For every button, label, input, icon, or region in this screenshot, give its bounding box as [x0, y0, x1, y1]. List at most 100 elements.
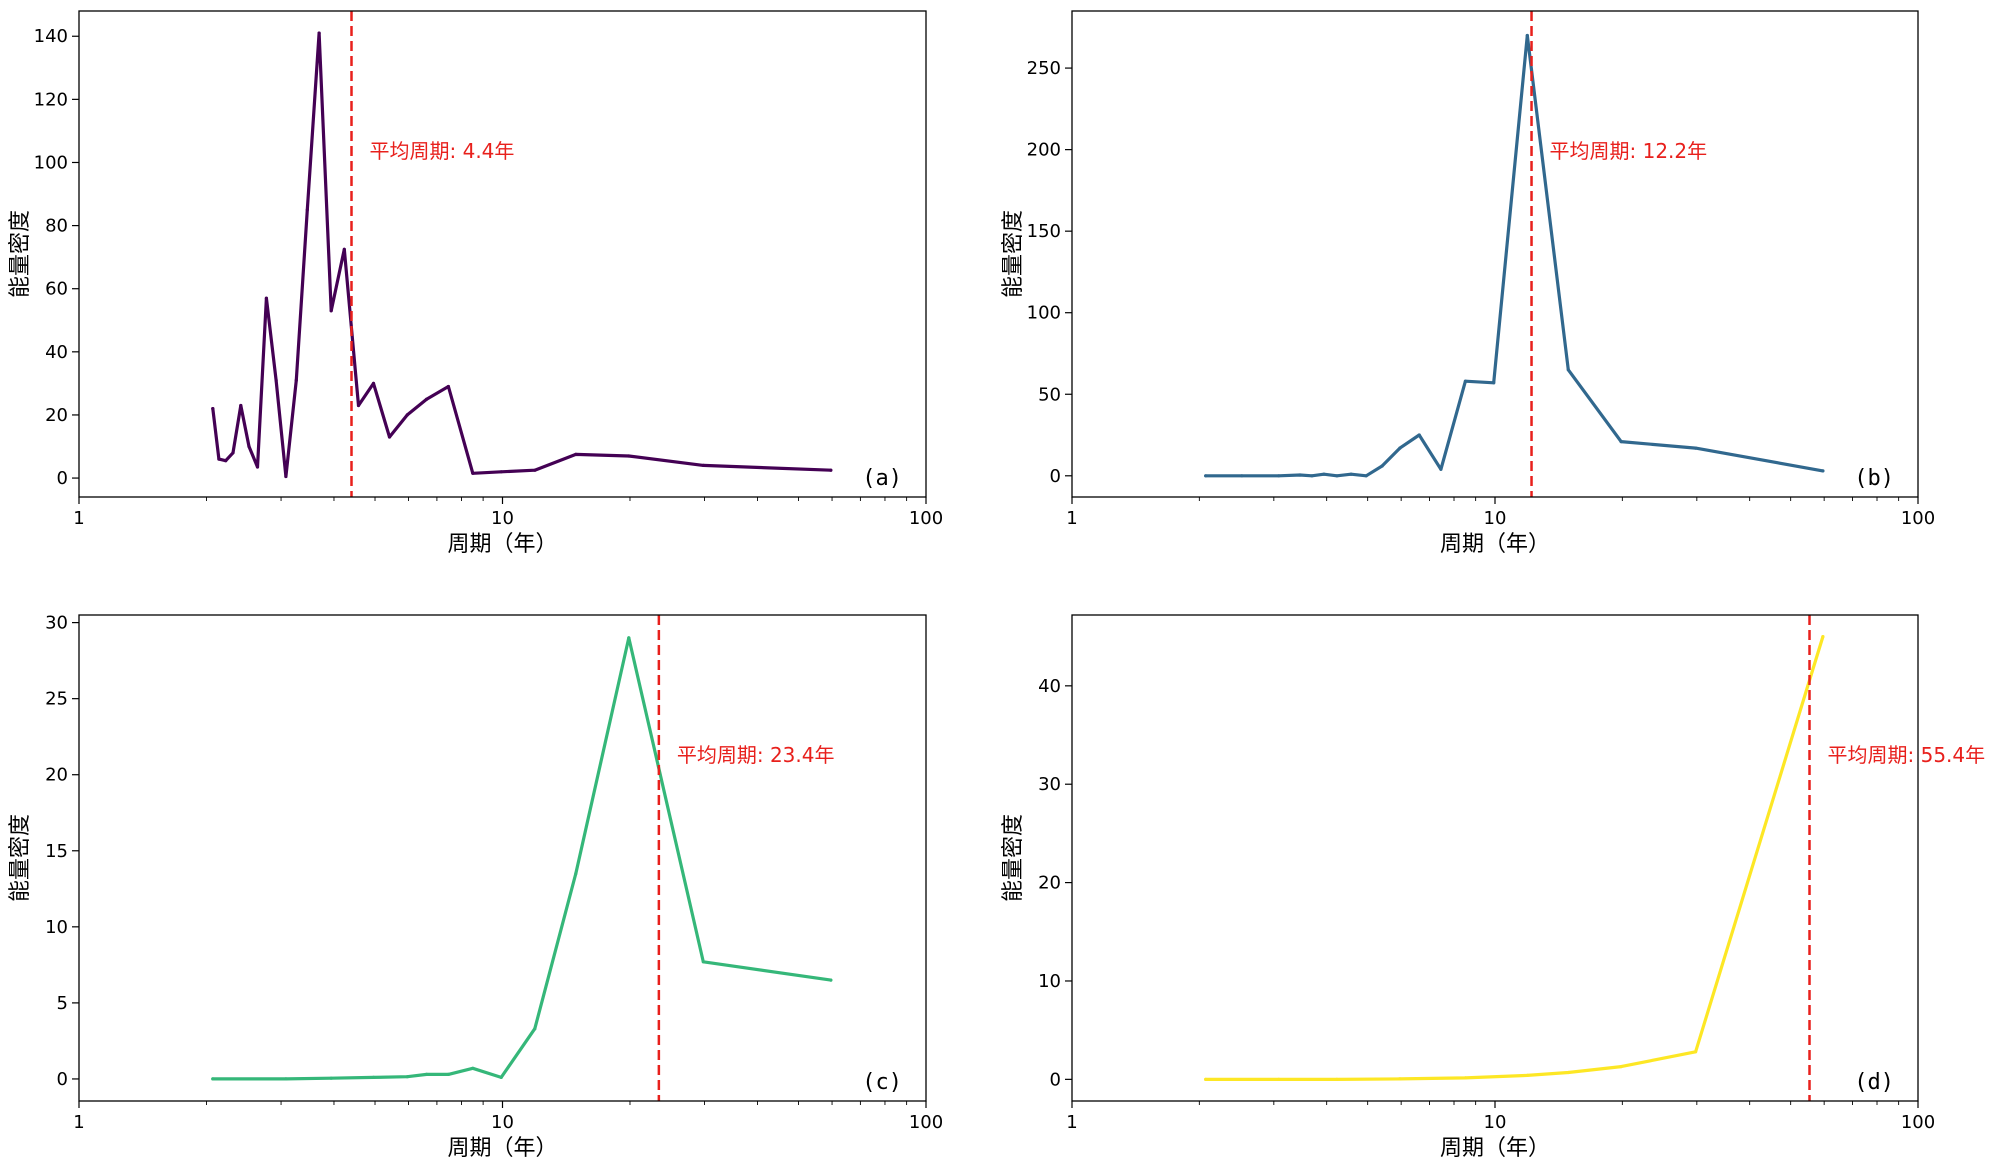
y-tick-label: 50 — [1038, 384, 1061, 405]
data-point — [1525, 1073, 1529, 1077]
data-point — [1240, 474, 1244, 478]
data-point — [627, 636, 631, 640]
y-tick-label: 20 — [45, 765, 68, 786]
y-tick-label: 40 — [45, 342, 68, 363]
data-point — [356, 403, 361, 408]
data-point — [1349, 472, 1353, 476]
y-tick-label: 100 — [34, 152, 68, 173]
y-tick-label: 25 — [45, 689, 68, 710]
panel-a: 平均周期: 4.4年 1 10 100 0 20 40 60 80 100 120 140 周期（年） 能… — [8, 10, 943, 557]
y-tick-label: 10 — [1038, 971, 1061, 992]
data-point — [1204, 1077, 1208, 1081]
series-line — [211, 636, 833, 1081]
data-point — [329, 1076, 333, 1080]
data-point — [533, 468, 537, 472]
y-tick-label: 150 — [1027, 221, 1061, 242]
panel-d: 平均周期: 55.4年 1 10 100 0 10 20 30 40 周期（年） 能量密度 (d) — [1001, 614, 1986, 1161]
y-tick-label: 10 — [45, 917, 68, 938]
data-point — [1566, 368, 1570, 372]
x-axis-label: 周期（年） — [1440, 532, 1550, 557]
data-point — [425, 1072, 429, 1076]
x-tick-label: 1 — [1066, 508, 1077, 529]
y-tick-label: 250 — [1027, 58, 1061, 79]
data-point — [371, 381, 376, 385]
data-point — [211, 407, 215, 411]
x-tick-label: 1 — [1066, 1112, 1077, 1133]
data-point — [305, 208, 309, 212]
x-axis-label: 周期（年） — [447, 1136, 557, 1161]
y-tick-label: 120 — [34, 89, 68, 110]
data-point — [471, 471, 475, 475]
data-point — [533, 1027, 537, 1031]
data-point — [829, 468, 833, 472]
x-tick-label: 100 — [909, 508, 943, 529]
data-point — [284, 474, 288, 479]
y-tick-label: 0 — [1050, 1069, 1061, 1090]
data-point — [1492, 381, 1496, 385]
data-point — [499, 1075, 503, 1079]
data-point — [224, 459, 228, 463]
data-point — [1463, 1076, 1467, 1080]
data-point — [387, 435, 392, 439]
data-point — [499, 470, 503, 474]
data-point — [1525, 33, 1529, 38]
x-axis-label: 周期（年） — [447, 532, 557, 557]
y-tick-label: 30 — [1038, 774, 1061, 795]
data-point — [471, 1066, 475, 1070]
panel-b: 平均周期: 12.2年 1 10 100 0 50 100 150 200 250 周期（年） 能量密… — [1001, 10, 1935, 557]
data-point — [247, 444, 251, 449]
data-point — [1277, 1077, 1281, 1081]
x-tick-label: 1 — [73, 1112, 84, 1133]
data-point — [1417, 433, 1421, 437]
data-point — [446, 384, 450, 389]
x-tick-label: 10 — [491, 508, 514, 529]
data-point — [574, 452, 578, 456]
mean-period-annotation: 平均周期: 12.2年 — [1550, 139, 1708, 163]
y-tick-label: 100 — [1027, 303, 1061, 324]
plot-frame — [78, 614, 927, 1102]
data-point — [1335, 1077, 1339, 1081]
data-point — [701, 960, 705, 964]
y-tick-label: 40 — [1038, 676, 1061, 697]
panel-label: (d) — [1854, 1070, 1894, 1095]
y-tick-label: 15 — [45, 841, 68, 862]
y-tick-label: 200 — [1027, 140, 1061, 161]
data-point — [329, 309, 333, 313]
data-point — [627, 454, 631, 458]
y-axis-label: 能量密度 — [8, 814, 33, 902]
data-point — [1821, 635, 1825, 639]
mean-period-annotation: 平均周期: 55.4年 — [1828, 743, 1986, 767]
y-tick-label: 5 — [57, 993, 68, 1014]
data-point — [284, 1077, 288, 1081]
data-point — [574, 872, 578, 876]
data-point — [1310, 474, 1314, 478]
x-tick-label: 10 — [1484, 508, 1507, 529]
data-point — [1439, 467, 1443, 471]
x-tick-label: 100 — [909, 1112, 943, 1133]
y-tick-label: 20 — [1038, 873, 1061, 894]
panel-c: 平均周期: 23.4年 1 10 100 0 5 10 15 20 25 30 周期（年） 能量密度 (c… — [8, 613, 943, 1161]
series-line — [1204, 634, 1825, 1082]
x-tick-label: 1 — [73, 508, 84, 529]
data-point — [1463, 379, 1467, 383]
data-point — [446, 1072, 450, 1076]
data-point — [217, 457, 221, 461]
y-tick-label: 80 — [45, 216, 68, 237]
data-point — [255, 465, 260, 469]
x-tick-label: 10 — [491, 1112, 514, 1133]
data-point — [239, 403, 243, 408]
data-point — [1398, 1077, 1402, 1081]
panel-label: (b) — [1854, 466, 1894, 491]
y-tick-label: 0 — [1050, 466, 1061, 487]
data-point — [1380, 464, 1384, 468]
data-point — [1619, 1065, 1623, 1069]
data-point — [829, 978, 833, 982]
data-point — [1335, 474, 1339, 478]
data-point — [231, 451, 235, 455]
y-axis-label: 能量密度 — [8, 210, 33, 298]
data-point — [1694, 446, 1698, 450]
data-point — [371, 1075, 376, 1079]
data-point — [1277, 474, 1281, 478]
plot-frame — [1071, 614, 1919, 1102]
